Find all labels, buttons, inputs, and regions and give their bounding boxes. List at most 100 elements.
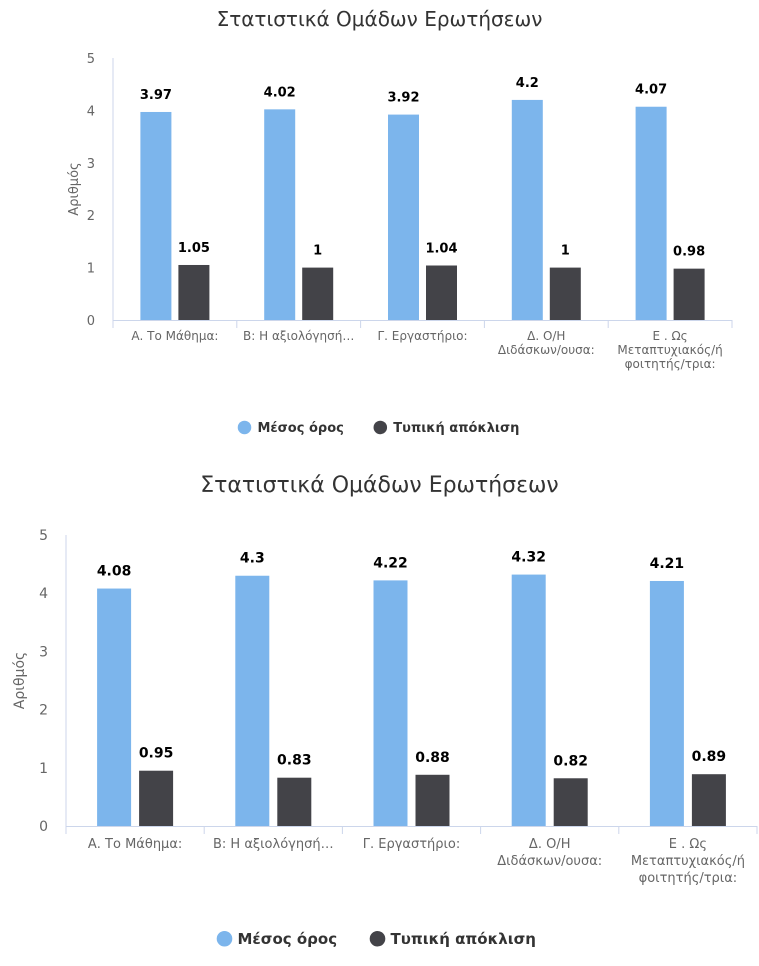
chart-1-y-tick-label: 1	[87, 262, 95, 277]
chart-1-data-label: 1.04	[425, 242, 457, 257]
chart-2-x-tick-label-line: Β: Η αξιολόγησή…	[213, 837, 334, 852]
chart-1-bar-mean	[264, 109, 296, 321]
chart-1-data-label: 4.2	[516, 76, 539, 91]
chart-1-y-tick-label: 4	[87, 104, 95, 119]
chart-1-bar-stddev	[302, 267, 334, 320]
chart-1-bar-stddev	[549, 267, 581, 320]
chart-1-y-axis-label: Αριθμός	[67, 162, 82, 215]
chart-2-bar-stddev	[691, 774, 726, 826]
chart-2-data-label: 0.83	[277, 753, 312, 769]
chart-2-x-tick-label-line: Μεταπτυχιακός/ή	[631, 854, 745, 869]
chart-1-legend-label: Τυπική απόκλιση	[393, 421, 519, 436]
chart-2-y-axis-label: Αριθμός	[12, 652, 28, 709]
chart-1-svg: Στατιστικά Ομάδων Ερωτήσεων Αριθμός 0 1 2 3 4 5…	[67, 7, 733, 436]
chart-1-x-tick-label-line: Γ. Εργαστήριο:	[377, 329, 467, 343]
chart-1-x-tick-label-line: Δ. Ο/Η	[527, 329, 565, 343]
chart-2-x-tick-label-line: Ε . Ως	[669, 837, 707, 852]
chart-1-x-tick-label-line: Α. Το Μάθημα:	[131, 329, 218, 343]
chart-1-legend-item[interactable]: Μέσος όρος	[237, 420, 344, 436]
chart-1-data-label: 1	[561, 244, 570, 259]
chart-2-data-label: 4.32	[511, 550, 546, 566]
chart-1-data-label: 0.98	[673, 245, 705, 260]
chart-1-data-label: 1	[313, 244, 322, 259]
chart-2-legend-label: Μέσος όρος	[238, 930, 338, 948]
chart-2-bar-stddev	[139, 770, 174, 826]
chart-1-y-tick-label: 5	[87, 52, 95, 67]
chart-2-bar-mean	[373, 580, 408, 826]
chart-1-data-label: 3.97	[140, 88, 172, 103]
chart-2-data-label: 0.95	[139, 746, 174, 762]
chart-2-x-tick-label-line: Γ. Εργαστήριο:	[363, 837, 461, 852]
chart-2-x-tick-label-line: Διδάσκων/ουσα:	[497, 854, 602, 869]
chart-2-y-tick-label: 5	[39, 528, 48, 544]
chart-1-y-tick-label: 3	[87, 157, 95, 172]
chart-2-y-tick-label: 3	[39, 644, 48, 660]
chart-2-x-tick-label: Γ. Εργαστήριο:	[363, 837, 461, 852]
chart-2-svg: Στατιστικά Ομάδων Ερωτήσεων Αριθμός 0 1 2 3 4 5…	[12, 473, 758, 948]
chart-2-x-tick-label: Δ. Ο/Η Διδάσκων/ουσα:	[497, 837, 602, 869]
chart-2-x-tick-label-line: Δ. Ο/Η	[529, 837, 571, 852]
chart-2-data-label: 4.3	[240, 551, 265, 567]
chart-2-legend: Μέσος όρος Τυπική απόκλιση	[216, 930, 536, 948]
chart-1-data-label: 1.05	[178, 241, 210, 256]
chart-2-legend-label: Τυπική απόκλιση	[391, 930, 536, 948]
chart-2-data-label: 0.88	[415, 750, 450, 766]
chart-2-x-tick-label-line: Α. Το Μάθημα:	[88, 837, 182, 852]
chart-2-bar-mean	[235, 575, 270, 826]
chart-2-y-tick-label: 4	[39, 586, 48, 602]
chart-1-bar-stddev	[426, 265, 457, 320]
chart-1-data-label: 3.92	[387, 91, 419, 106]
chart-1-legend-marker	[237, 420, 252, 435]
chart-2-x-tick-label-line: φοιτητής/τρια:	[639, 871, 738, 886]
chart-1-bar-mean	[140, 111, 172, 320]
chart-2-data-label: 0.82	[553, 753, 588, 769]
chart-1-x-tick-label-line: Ε . Ως	[652, 329, 687, 343]
chart-1-data-label: 4.02	[264, 85, 296, 100]
chart-1-x-tick-label: Γ. Εργαστήριο:	[377, 329, 467, 343]
chart-2-legend-item[interactable]: Μέσος όρος	[216, 930, 338, 948]
chart-2-bar-stddev	[553, 778, 588, 826]
chart-2-y-tick-label: 2	[39, 703, 48, 719]
chart-1-y-tick-label: 0	[87, 314, 95, 329]
chart-2-x-tick-label: Β: Η αξιολόγησή…	[213, 837, 334, 852]
chart-1-x-tick-label: Δ. Ο/Η Διδάσκων/ουσα:	[498, 329, 595, 357]
chart-2-data-label: 4.22	[373, 555, 408, 571]
chart-2-legend-marker	[369, 930, 386, 947]
chart-2-data-label: 4.08	[97, 564, 132, 580]
chart-2-legend-item[interactable]: Τυπική απόκλιση	[369, 930, 536, 948]
chart-2-data-label: 4.21	[650, 556, 685, 572]
chart-2-bar-mean	[649, 580, 684, 826]
chart-2-bar-mean	[97, 588, 132, 826]
chart-1-bar-mean	[635, 106, 667, 321]
chart-1-legend-label: Μέσος όρος	[258, 421, 344, 436]
chart-1-x-tick-label-line: φοιτητής/τρια:	[625, 357, 716, 371]
chart-2-y-tick-label: 0	[39, 819, 48, 835]
chart-1: Στατιστικά Ομάδων Ερωτήσεων Αριθμός 0 1 2 3 4 5…	[0, 0, 759, 460]
chart-1-legend-marker	[373, 420, 388, 435]
chart-2-data-label: 0.89	[692, 749, 727, 765]
chart-2-bar-stddev	[415, 774, 450, 826]
chart-2-x-tick-label: Ε . Ως Μεταπτυχιακός/ή φοιτητής/τρια:	[631, 837, 745, 886]
chart-1-x-tick-label-line: Β: Η αξιολόγησή…	[243, 329, 354, 343]
chart-2-bar-mean	[511, 574, 546, 826]
chart-2: Στατιστικά Ομάδων Ερωτήσεων Αριθμός 0 1 2 3 4 5…	[0, 462, 759, 962]
chart-1-bar-mean	[388, 114, 419, 320]
chart-1-bar-stddev	[178, 264, 210, 320]
chart-2-bar-stddev	[277, 777, 312, 826]
chart-2-legend-marker	[216, 930, 233, 947]
chart-1-bar-stddev	[673, 268, 705, 320]
chart-1-x-tick-label: Β: Η αξιολόγησή…	[243, 329, 354, 343]
chart-1-legend-item[interactable]: Τυπική απόκλιση	[373, 420, 520, 436]
chart-1-y-tick-label: 2	[87, 209, 95, 224]
chart-1-x-tick-label-line: Διδάσκων/ουσα:	[498, 343, 595, 357]
chart-1-x-tick-label: Ε . Ως Μεταπτυχιακός/ή φοιτητής/τρια:	[617, 329, 722, 371]
chart-1-data-label: 4.07	[635, 83, 667, 98]
chart-1-x-tick-label-line: Μεταπτυχιακός/ή	[617, 343, 722, 357]
chart-1-x-tick-label: Α. Το Μάθημα:	[131, 329, 218, 343]
chart-1-title: Στατιστικά Ομάδων Ερωτήσεων	[217, 7, 543, 31]
chart-1-legend: Μέσος όρος Τυπική απόκλιση	[237, 420, 520, 436]
chart-1-bar-mean	[511, 99, 543, 320]
chart-2-title: Στατιστικά Ομάδων Ερωτήσεων	[200, 473, 558, 498]
chart-2-x-tick-label: Α. Το Μάθημα:	[88, 837, 182, 852]
chart-2-y-tick-label: 1	[39, 761, 48, 777]
